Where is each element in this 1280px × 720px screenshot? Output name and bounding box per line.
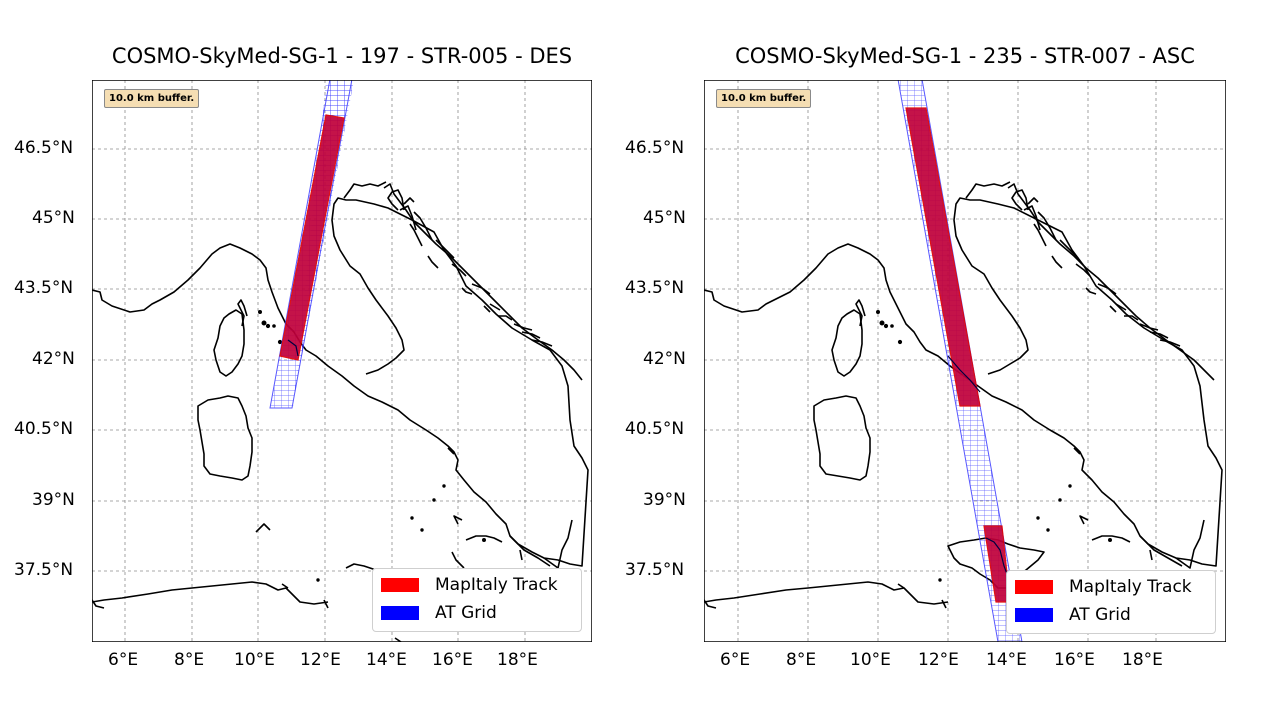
map-panel-right xyxy=(704,80,1226,642)
lat-tick-label: 37.5°N xyxy=(625,560,685,580)
legend-item-grid: AT Grid xyxy=(381,602,497,624)
lon-tick-label: 10°E xyxy=(234,650,275,670)
lon-tick-label: 16°E xyxy=(1054,650,1095,670)
lat-tick-label: 46.5°N xyxy=(625,138,685,158)
legend-label-track: MapItaly Track xyxy=(1069,577,1192,597)
lat-tick-label: 39°N xyxy=(643,490,686,510)
sardinia xyxy=(813,395,871,481)
lon-tick-label: 12°E xyxy=(300,650,341,670)
map-panel-left xyxy=(92,80,592,642)
lat-tick-label: 37.5°N xyxy=(14,560,74,580)
lat-tick-label: 43.5°N xyxy=(14,278,74,298)
lat-tick-label: 42°N xyxy=(32,349,75,369)
sardinia xyxy=(197,395,253,481)
map-title-right: COSMO-SkyMed-SG-1 - 235 - STR-007 - ASC xyxy=(735,44,1195,68)
mapitaly-track-right xyxy=(905,107,1011,603)
lon-tick-label: 8°E xyxy=(786,650,817,670)
track-swatch xyxy=(1015,580,1053,594)
map-title-left: COSMO-SkyMed-SG-1 - 197 - STR-005 - DES xyxy=(111,44,573,68)
lat-tick-label: 39°N xyxy=(32,490,75,510)
lat-tick-label: 43.5°N xyxy=(625,278,685,298)
legend-item-track: MapItaly Track xyxy=(381,574,558,596)
mapitaly-track-left xyxy=(279,114,345,361)
coastline xyxy=(704,181,1223,609)
buffer-note-right: 10.0 km buffer. xyxy=(716,89,812,108)
buffer-note-left: 10.0 km buffer. xyxy=(104,89,200,108)
lon-tick-label: 12°E xyxy=(918,650,959,670)
coastline xyxy=(92,181,589,642)
lat-tick-label: 40.5°N xyxy=(625,419,685,439)
legend-item-grid: AT Grid xyxy=(1015,604,1131,626)
legend-label-track: MapItaly Track xyxy=(435,575,558,595)
lon-tick-label: 6°E xyxy=(108,650,139,670)
legend-label-grid: AT Grid xyxy=(1069,605,1131,625)
grid-swatch xyxy=(1015,608,1053,622)
track-swatch xyxy=(381,578,419,592)
corsica xyxy=(213,299,248,377)
croatian-coast xyxy=(1007,183,1215,381)
legend-label-grid: AT Grid xyxy=(435,603,497,623)
legend-right: MapItaly Track AT Grid xyxy=(1006,570,1216,634)
track-marker xyxy=(287,339,299,357)
lat-tick-label: 40.5°N xyxy=(14,419,74,439)
legend-left: MapItaly Track AT Grid xyxy=(372,568,582,632)
lon-tick-label: 14°E xyxy=(986,650,1027,670)
croatian-coast xyxy=(383,183,583,381)
lon-tick-label: 8°E xyxy=(174,650,205,670)
lat-tick-label: 42°N xyxy=(643,349,686,369)
lat-tick-label: 45°N xyxy=(643,208,686,228)
lat-tick-label: 45°N xyxy=(32,208,75,228)
corsica xyxy=(831,299,866,377)
lon-tick-label: 18°E xyxy=(497,650,538,670)
grid-swatch xyxy=(381,606,419,620)
lat-tick-label: 46.5°N xyxy=(14,138,74,158)
lon-tick-label: 10°E xyxy=(850,650,891,670)
lon-tick-label: 16°E xyxy=(432,650,473,670)
legend-item-track: MapItaly Track xyxy=(1015,576,1192,598)
lon-tick-label: 6°E xyxy=(720,650,751,670)
lon-tick-label: 18°E xyxy=(1122,650,1163,670)
lon-tick-label: 14°E xyxy=(366,650,407,670)
